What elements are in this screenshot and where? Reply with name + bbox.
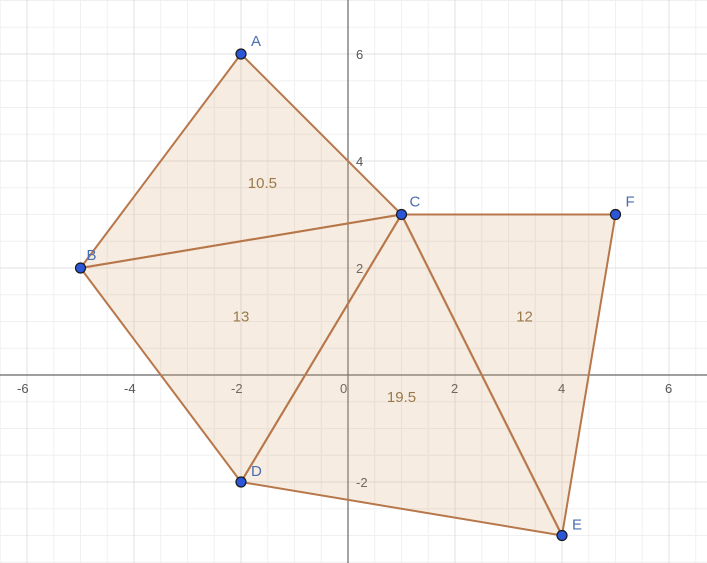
- point-F[interactable]: [611, 210, 621, 220]
- svg-text:6: 6: [356, 47, 363, 62]
- area-label: 10.5: [248, 175, 277, 192]
- area-label: 19.5: [387, 389, 416, 406]
- plot-svg: -6-4-20246-224610.51319.512ABCDEF: [0, 0, 707, 563]
- point-label-D: D: [251, 463, 262, 480]
- point-label-E: E: [572, 517, 582, 534]
- svg-text:4: 4: [356, 154, 363, 169]
- point-A[interactable]: [236, 49, 246, 59]
- point-label-B: B: [87, 247, 97, 264]
- area-label: 12: [516, 309, 533, 326]
- point-label-A: A: [251, 33, 261, 50]
- point-D[interactable]: [236, 477, 246, 487]
- point-label-C: C: [410, 194, 421, 211]
- svg-text:-4: -4: [124, 381, 136, 396]
- svg-text:6: 6: [665, 381, 672, 396]
- point-B[interactable]: [76, 263, 86, 273]
- point-label-F: F: [626, 194, 635, 211]
- area-label: 13: [233, 309, 250, 326]
- point-E[interactable]: [557, 531, 567, 541]
- point-C[interactable]: [397, 210, 407, 220]
- geometry-plot: -6-4-20246-224610.51319.512ABCDEF: [0, 0, 707, 563]
- svg-text:-6: -6: [17, 381, 29, 396]
